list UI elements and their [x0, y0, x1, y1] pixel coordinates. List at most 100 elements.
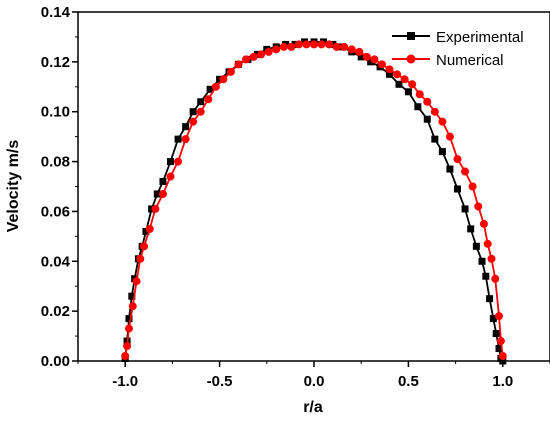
y-tick-label: 0.14 — [41, 4, 71, 21]
x-tick-label: 0.5 — [398, 373, 419, 390]
data-point-numerical — [430, 107, 439, 116]
data-point-numerical — [370, 55, 379, 64]
y-tick-label: 0.00 — [41, 353, 70, 370]
data-point-numerical — [355, 47, 364, 56]
data-point-experimental — [431, 135, 439, 143]
legend-marker-numerical — [406, 54, 416, 64]
data-point-numerical — [302, 40, 311, 49]
data-point-numerical — [287, 42, 296, 51]
data-point-experimental — [486, 295, 494, 303]
data-point-experimental — [357, 53, 365, 61]
data-point-numerical — [196, 107, 205, 116]
data-point-experimental — [159, 178, 167, 186]
data-point-numerical — [123, 342, 132, 351]
data-point-numerical — [445, 132, 454, 141]
data-point-experimental — [174, 135, 182, 143]
data-point-experimental — [461, 205, 469, 213]
data-point-numerical — [181, 135, 190, 144]
y-tick-label: 0.02 — [41, 303, 70, 320]
legend: Experimental Numerical — [392, 29, 524, 69]
data-point-numerical — [400, 75, 409, 84]
data-point-experimental — [414, 103, 422, 111]
data-point-experimental — [467, 225, 475, 233]
data-point-experimental — [446, 165, 454, 173]
data-point-numerical — [136, 254, 145, 263]
data-point-experimental — [206, 85, 214, 93]
y-tick-label: 0.10 — [41, 104, 70, 121]
data-point-numerical — [479, 219, 488, 228]
data-point-numerical — [294, 40, 303, 49]
data-point-experimental — [182, 123, 190, 131]
data-point-numerical — [121, 352, 130, 361]
x-tick-label: 1.0 — [492, 373, 513, 390]
data-point-numerical — [487, 254, 496, 263]
data-point-experimental — [197, 98, 205, 106]
data-point-experimental — [125, 315, 133, 323]
legend-label-experimental: Experimental — [436, 29, 524, 46]
data-point-numerical — [340, 42, 349, 51]
data-point-numerical — [483, 239, 492, 248]
data-point-numerical — [423, 97, 432, 106]
data-point-numerical — [219, 75, 228, 84]
data-point-experimental — [367, 58, 375, 66]
y-tick-label: 0.04 — [41, 253, 71, 270]
data-point-numerical — [234, 60, 243, 69]
y-axis-title: Velocity m/s — [5, 140, 22, 233]
data-point-numerical — [257, 50, 266, 59]
data-point-numerical — [158, 189, 167, 198]
data-point-numerical — [140, 242, 149, 251]
data-point-numerical — [204, 95, 213, 104]
legend-label-numerical: Numerical — [436, 52, 504, 69]
data-point-numerical — [438, 117, 447, 126]
data-point-numerical — [495, 312, 504, 321]
x-tick-label: 0.0 — [304, 373, 325, 390]
data-point-numerical — [496, 337, 505, 346]
data-point-experimental — [489, 315, 497, 323]
data-point-numerical — [264, 47, 273, 56]
data-point-experimental — [482, 272, 490, 280]
data-point-experimental — [142, 227, 150, 235]
data-point-numerical — [461, 167, 470, 176]
x-axis: -1.0 -0.5 0.0 0.5 1.0 — [77, 361, 550, 390]
x-tick-label: -0.5 — [207, 373, 233, 390]
data-point-numerical — [491, 274, 500, 283]
data-point-numerical — [332, 42, 341, 51]
data-point-experimental — [438, 148, 446, 156]
data-point-experimental — [492, 330, 500, 338]
data-point-numerical — [151, 204, 160, 213]
data-point-numerical — [249, 52, 258, 61]
data-point-numerical — [347, 45, 356, 54]
data-point-numerical — [393, 70, 402, 79]
data-point-experimental — [167, 158, 175, 166]
x-axis-title: r/a — [303, 399, 323, 416]
data-point-numerical — [498, 352, 507, 361]
data-point-experimental — [128, 292, 136, 300]
data-point-experimental — [423, 115, 431, 123]
data-point-numerical — [279, 42, 288, 51]
data-point-numerical — [124, 324, 133, 333]
data-point-numerical — [145, 224, 154, 233]
data-point-numerical — [385, 65, 394, 74]
data-point-numerical — [174, 157, 183, 166]
x-tick-label: -1.0 — [112, 373, 138, 390]
data-point-experimental — [395, 80, 403, 88]
data-point-experimental — [472, 242, 480, 250]
series-layer — [121, 38, 507, 365]
data-point-numerical — [128, 302, 137, 311]
legend-item-numerical: Numerical — [392, 52, 504, 69]
data-point-numerical — [415, 90, 424, 99]
legend-item-experimental: Experimental — [392, 29, 524, 46]
data-point-numerical — [474, 202, 483, 211]
data-point-numerical — [189, 117, 198, 126]
data-point-numerical — [310, 40, 318, 49]
data-point-experimental — [404, 88, 412, 96]
data-point-numerical — [317, 40, 326, 49]
data-point-numerical — [272, 45, 281, 54]
data-point-numerical — [166, 172, 175, 181]
data-point-numerical — [408, 80, 417, 89]
data-point-numerical — [377, 60, 386, 69]
data-point-numerical — [468, 182, 477, 191]
data-point-numerical — [132, 277, 141, 286]
data-point-experimental — [453, 185, 461, 193]
